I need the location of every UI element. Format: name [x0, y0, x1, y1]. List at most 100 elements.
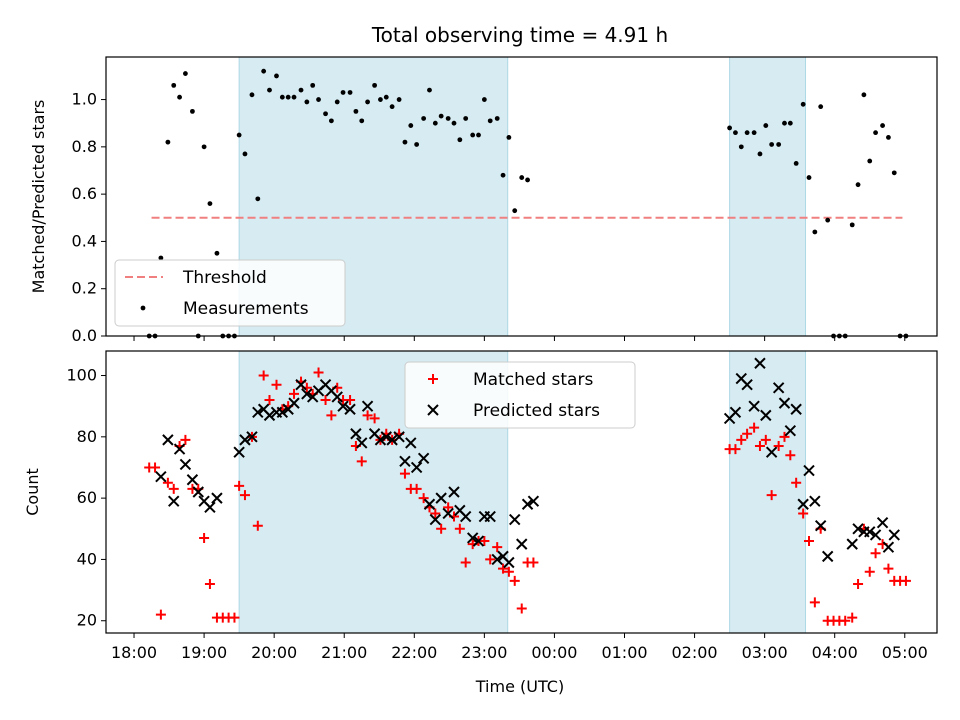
data-point	[749, 422, 760, 433]
data-point	[234, 480, 245, 491]
data-point	[492, 542, 503, 553]
data-point	[785, 450, 796, 461]
data-point	[442, 507, 454, 520]
data-point	[769, 142, 775, 147]
data-point	[313, 367, 324, 378]
data-point	[402, 139, 408, 145]
data-point	[378, 97, 383, 102]
data-point	[239, 434, 251, 446]
data-point	[380, 431, 392, 443]
data-point	[344, 403, 356, 415]
data-point	[301, 388, 313, 400]
y-tick-label: 20	[77, 611, 97, 630]
data-point	[435, 492, 447, 504]
data-point	[340, 90, 346, 95]
data-point	[411, 483, 422, 494]
series-measurements	[146, 68, 909, 339]
data-point	[760, 434, 771, 445]
data-point	[239, 490, 250, 501]
plot-frame	[105, 350, 938, 634]
y-axis-label: Matched/Predicted stars	[29, 100, 48, 294]
data-point	[519, 175, 525, 180]
data-point	[150, 462, 161, 473]
data-point	[818, 104, 824, 110]
data-point	[466, 532, 479, 544]
data-point	[179, 458, 192, 471]
data-point	[183, 71, 188, 76]
data-point	[295, 379, 307, 391]
data-point	[765, 446, 778, 458]
data-point	[730, 444, 741, 455]
data-point	[880, 123, 885, 128]
data-point	[900, 575, 911, 586]
data-point	[790, 403, 802, 415]
data-point	[766, 490, 777, 501]
data-point	[155, 609, 166, 620]
y-tick-label: 0.0	[72, 326, 97, 345]
y-tick-label: 60	[77, 488, 97, 507]
data-point	[271, 379, 282, 390]
data-point	[443, 502, 454, 513]
data-point	[806, 175, 812, 180]
data-point	[310, 82, 316, 88]
legend-box	[114, 259, 346, 327]
x-tick-label: 23:00	[461, 643, 507, 662]
data-point	[417, 452, 430, 464]
data-point	[291, 94, 297, 100]
data-point	[165, 139, 171, 145]
data-point	[809, 495, 821, 507]
data-point	[429, 513, 442, 526]
data-point	[199, 532, 210, 543]
data-point	[173, 443, 186, 455]
chart-title: Total observing time = 4.91 h	[371, 23, 668, 47]
data-point	[864, 566, 875, 577]
legend-label: Measurements	[183, 299, 309, 319]
data-point	[328, 118, 334, 124]
data-point	[772, 382, 785, 394]
data-point	[421, 116, 427, 121]
data-point	[793, 160, 799, 166]
data-point	[849, 222, 855, 228]
data-point	[729, 406, 742, 419]
data-point	[861, 92, 867, 98]
data-point	[255, 196, 261, 202]
y-tick-label: 0.2	[72, 279, 97, 298]
data-point	[432, 120, 438, 126]
series-predicted-stars	[155, 357, 900, 569]
data-point	[787, 120, 793, 126]
shaded-interval	[729, 350, 807, 634]
data-point	[430, 508, 441, 519]
x-tick-label: 21:00	[321, 643, 367, 662]
data-point	[214, 250, 220, 256]
data-point	[427, 404, 439, 416]
data-point	[876, 516, 889, 529]
data-point	[472, 535, 485, 547]
data-point	[396, 97, 402, 102]
data-point	[374, 434, 387, 446]
y-tick-label: 0.8	[72, 137, 97, 156]
ratio-panel: 0.0 0.2 0.4 0.6 0.8 1.0 Matched/Predicted star…	[29, 56, 938, 345]
data-point	[760, 409, 772, 422]
data-point	[242, 151, 248, 157]
data-point	[399, 455, 411, 468]
data-point	[304, 99, 310, 105]
data-point	[470, 132, 476, 138]
data-point	[776, 142, 782, 147]
data-point	[389, 104, 395, 110]
data-point	[742, 428, 753, 439]
data-point	[809, 597, 820, 608]
data-point	[527, 495, 540, 507]
data-point	[484, 510, 496, 523]
data-point	[204, 501, 216, 514]
data-point	[246, 431, 258, 443]
data-point	[386, 434, 398, 446]
data-point	[873, 130, 878, 136]
data-point	[825, 217, 831, 223]
count-panel: 20 40 60 80 100 18:00 19:00 20:00 21:00 22:00 23:0…	[23, 350, 938, 662]
data-point	[821, 550, 834, 563]
x-axis-label: Time (UTC)	[475, 677, 564, 696]
data-point	[457, 137, 463, 143]
data-point	[261, 68, 267, 74]
data-point	[886, 134, 891, 140]
